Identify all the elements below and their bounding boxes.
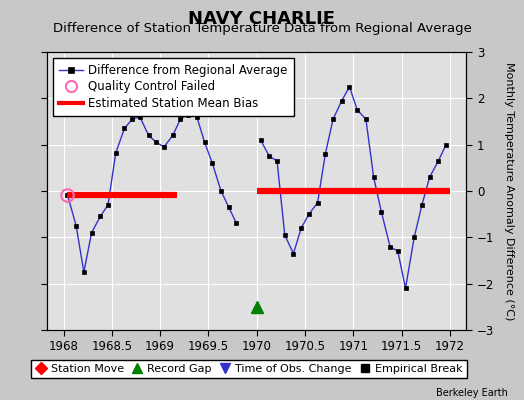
Text: Difference of Station Temperature Data from Regional Average: Difference of Station Temperature Data f…: [52, 22, 472, 35]
Y-axis label: Monthly Temperature Anomaly Difference (°C): Monthly Temperature Anomaly Difference (…: [504, 62, 514, 320]
Legend: Difference from Regional Average, Quality Control Failed, Estimated Station Mean: Difference from Regional Average, Qualit…: [53, 58, 294, 116]
Legend: Station Move, Record Gap, Time of Obs. Change, Empirical Break: Station Move, Record Gap, Time of Obs. C…: [31, 360, 467, 378]
Text: NAVY CHARLIE: NAVY CHARLIE: [189, 10, 335, 28]
Text: Berkeley Earth: Berkeley Earth: [436, 388, 508, 398]
